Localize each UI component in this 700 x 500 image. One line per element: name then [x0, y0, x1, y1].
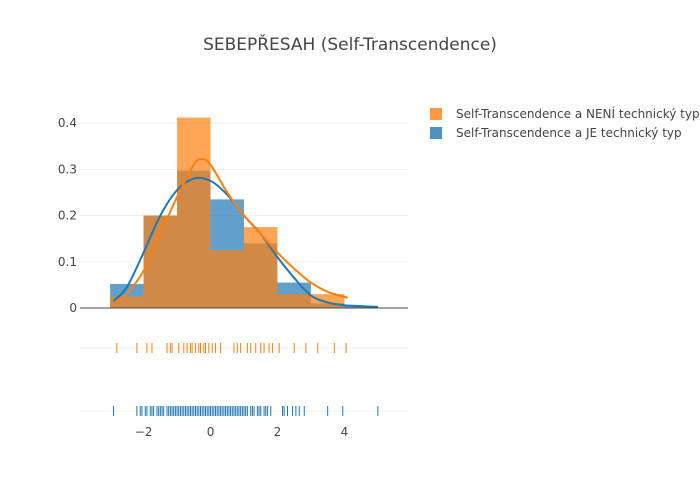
legend-label: Self-Transcendence a NENÍ technický typ — [456, 106, 700, 121]
y-tick-label: 0.3 — [58, 162, 77, 176]
x-tick-label: 2 — [274, 425, 282, 439]
y-tick-label: 0.1 — [58, 255, 77, 269]
histogram-bar — [177, 117, 211, 308]
legend-item[interactable]: Self-Transcendence a NENÍ technický typ — [430, 106, 700, 121]
legend-swatch — [430, 127, 442, 139]
y-tick-label: 0.2 — [58, 209, 77, 223]
legend-item[interactable]: Self-Transcendence a JE technický typ — [430, 126, 682, 140]
histogram-bar — [277, 294, 311, 308]
x-tick-label: −2 — [135, 425, 153, 439]
legend-label: Self-Transcendence a JE technický typ — [456, 126, 682, 140]
y-tick-label: 0.4 — [58, 116, 77, 130]
histogram-bar — [244, 227, 278, 308]
histogram-bar — [110, 296, 144, 308]
y-tick-label: 0 — [69, 301, 77, 315]
chart-title: SEBEPŘESAH (Self-Transcendence) — [203, 33, 497, 55]
rug-plots — [80, 343, 408, 416]
axes: 0 0.1 0.2 0.3 0.4 −2 0 2 4 — [58, 116, 408, 439]
legend[interactable]: Self-Transcendence a NENÍ technický typ S… — [430, 106, 700, 140]
histogram-bar — [210, 250, 244, 308]
density-curves — [112, 158, 378, 309]
legend-swatch — [430, 108, 442, 120]
histogram-neni-technicky — [110, 117, 345, 308]
x-tick-label: 4 — [341, 425, 349, 439]
x-tick-label: 0 — [207, 425, 215, 439]
density-curve — [116, 158, 349, 305]
